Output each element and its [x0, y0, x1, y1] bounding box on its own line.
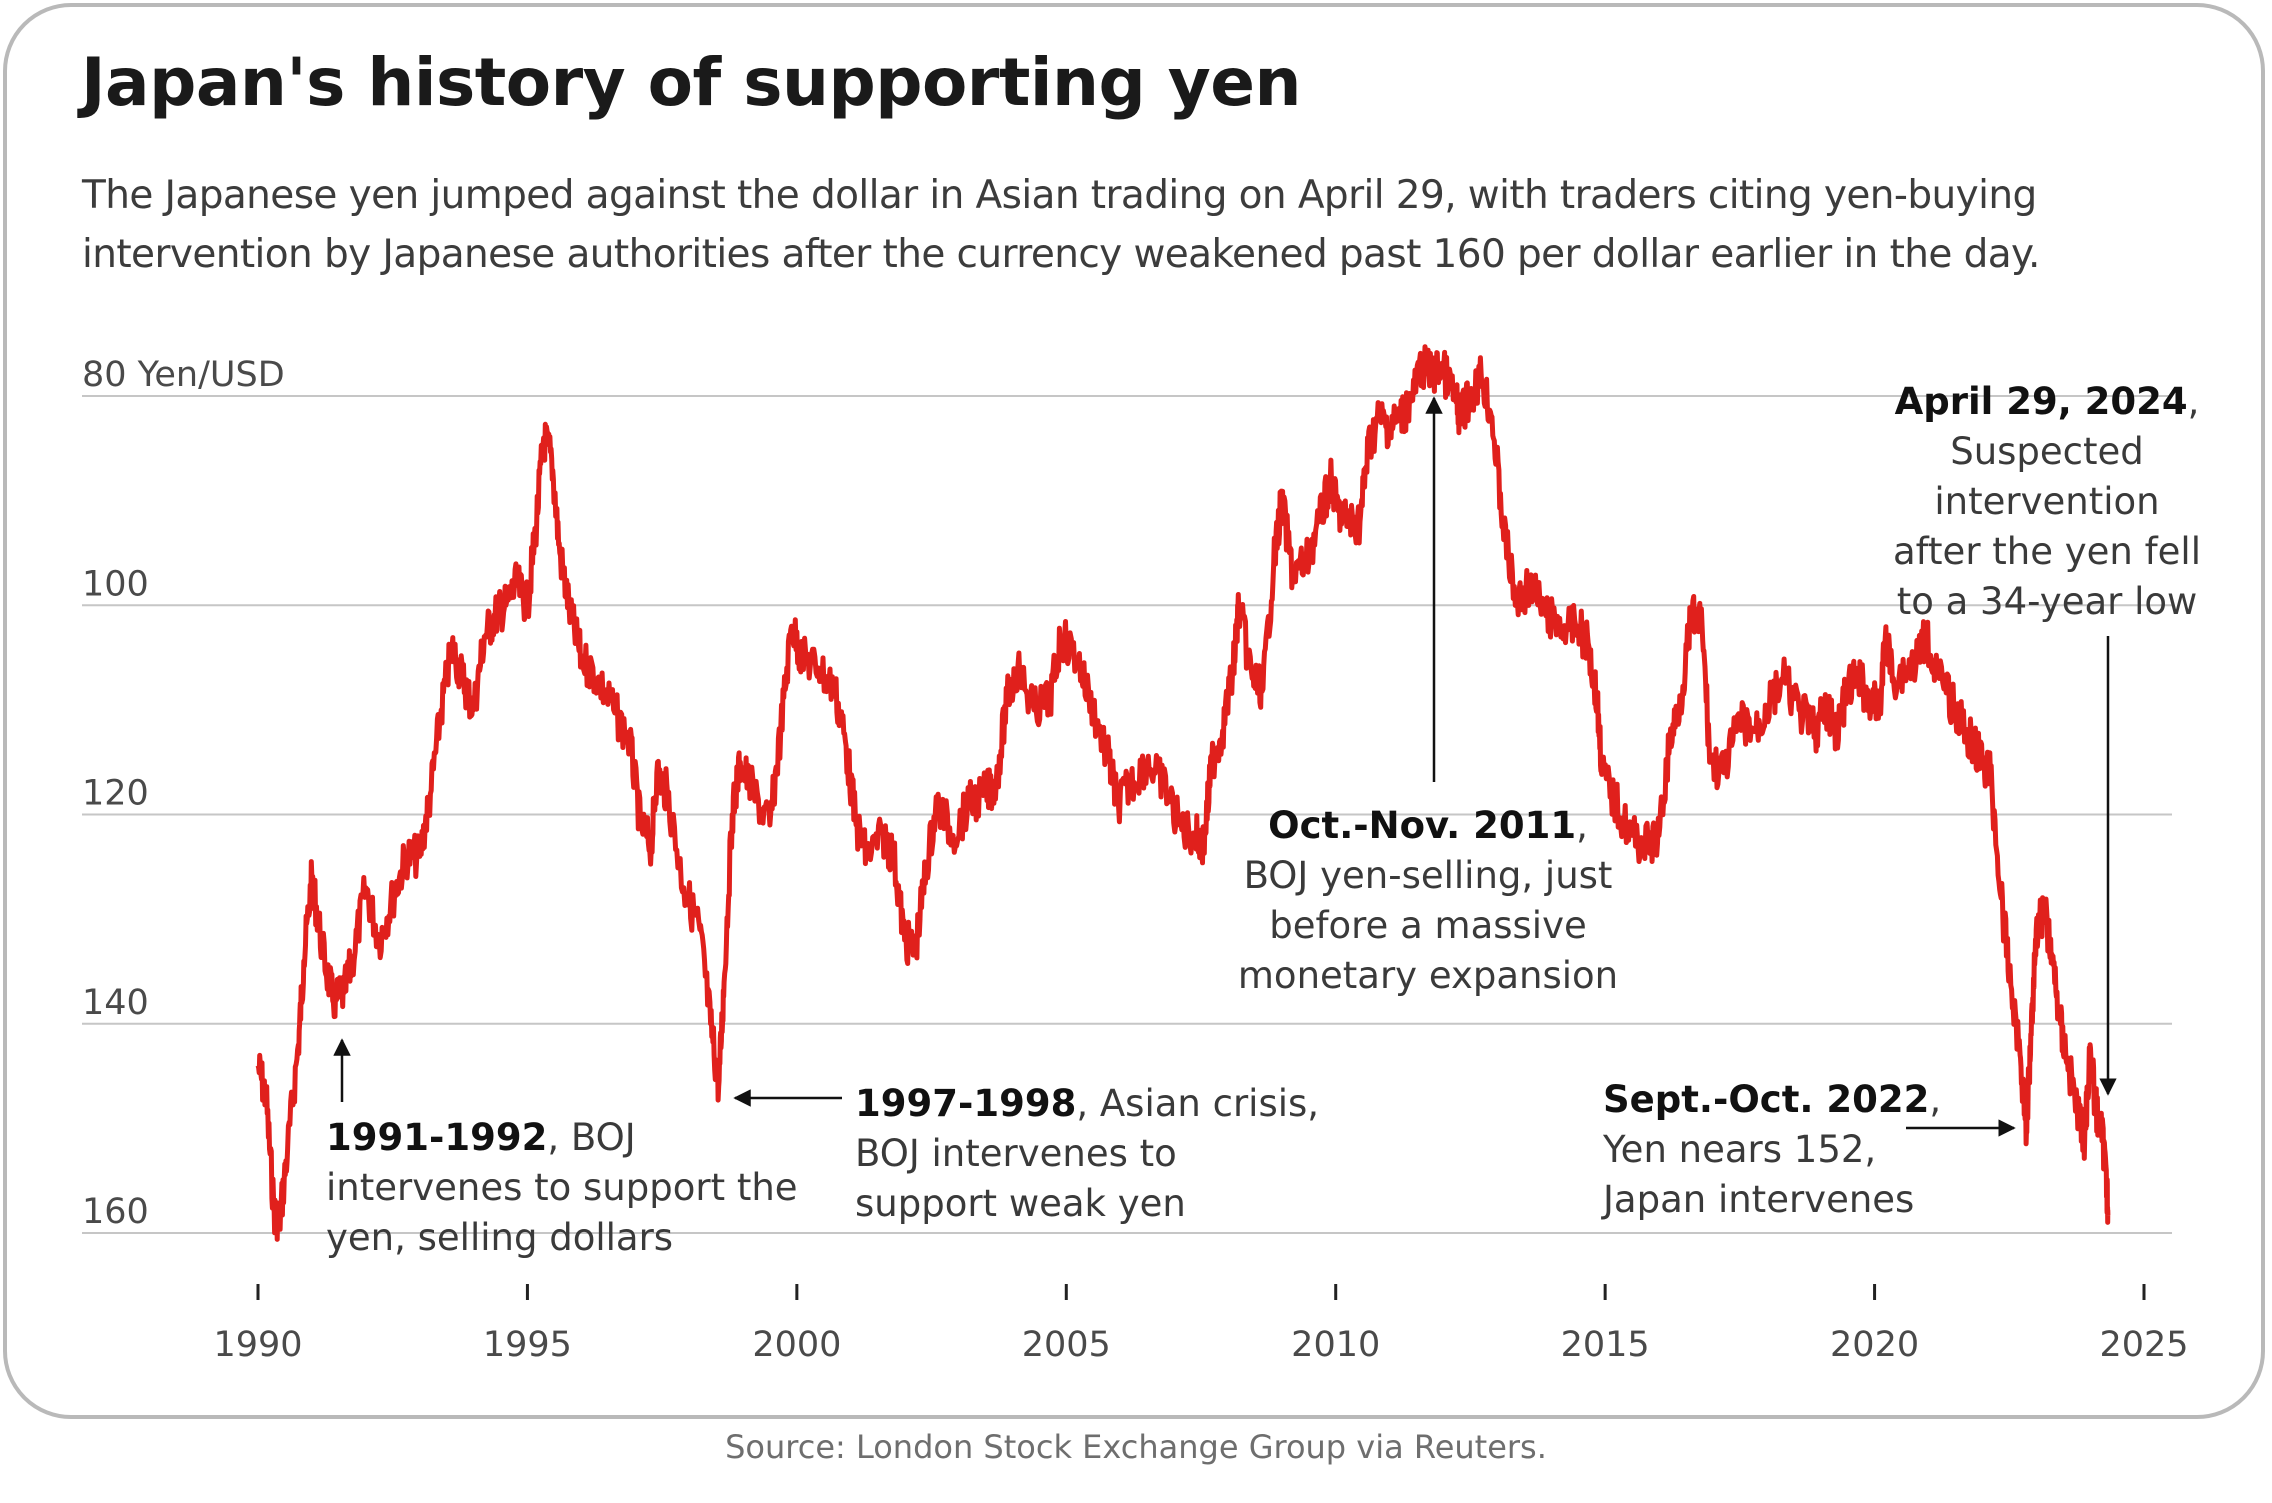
y-tick-label-160: 160: [82, 1192, 149, 1232]
y-tick-label-120: 120: [82, 774, 149, 814]
annotation-a2011-line-3: monetary expansion: [1238, 954, 1618, 997]
annotation-a1991-heading: 1991-1992: [326, 1116, 547, 1159]
annotation-a1991-heading-rest: , BOJ: [547, 1116, 635, 1159]
x-tick-label-2015: 2015: [1561, 1325, 1650, 1365]
annotation-a2024-line-3: after the yen fell: [1893, 530, 2201, 573]
annotation-a2024-line-1: Suspected: [1950, 430, 2144, 473]
annotation-a2024: April 29, 2024, Suspected intervention afte…: [1893, 380, 2201, 623]
y-tick-label-80: 80 Yen/USD: [82, 355, 285, 395]
x-axis: 1990 1995 2000 2005 2010 2015 2020 2025: [213, 1284, 2189, 1365]
annotation-a2024-heading-rest: ,: [2188, 380, 2200, 423]
annotation-a2011: Oct.-Nov. 2011, BOJ yen-selling, just befo…: [1238, 804, 1618, 997]
grid-lines: 80 Yen/USD 100 120 140 160: [82, 355, 2172, 1234]
series-line-yen-usd: [255, 344, 2111, 1242]
annotation-a1997: 1997-1998, Asian crisis, BOJ intervenes t…: [855, 1082, 1319, 1225]
annotation-a2011-line-1: BOJ yen-selling, just: [1244, 854, 1613, 897]
x-tick-label-1995: 1995: [483, 1325, 572, 1365]
y-tick-label-100: 100: [82, 564, 149, 604]
annotations: 1991-1992, BOJ intervenes to support the y…: [326, 380, 2201, 1259]
x-tick-label-2025: 2025: [2099, 1325, 2188, 1365]
annotation-a2024-line-4: to a 34-year low: [1897, 580, 2198, 623]
x-tick-label-2000: 2000: [752, 1325, 841, 1365]
x-tick-label-2010: 2010: [1291, 1325, 1380, 1365]
annotation-a1991-line-1: intervenes to support the: [326, 1166, 798, 1209]
annotation-a2011-heading-rest: ,: [1576, 804, 1588, 847]
annotation-a2024-line-2: intervention: [1934, 480, 2159, 523]
annotation-a1997-line-2: support weak yen: [855, 1182, 1186, 1225]
x-tick-label-2005: 2005: [1022, 1325, 1111, 1365]
x-tick-label-1990: 1990: [213, 1325, 302, 1365]
annotation-a2011-heading: Oct.-Nov. 2011: [1268, 804, 1576, 847]
y-tick-label-140: 140: [82, 983, 149, 1023]
annotation-a1991: 1991-1992, BOJ intervenes to support the y…: [326, 1116, 798, 1259]
chart-card: [3, 3, 2265, 1419]
source-note: Source: London Stock Exchange Group via …: [725, 1428, 1547, 1466]
annotation-a2022-heading-rest: ,: [1929, 1078, 1941, 1121]
annotation-a1991-line-2: yen, selling dollars: [326, 1216, 673, 1259]
annotation-a2022-heading: Sept.-Oct. 2022: [1603, 1078, 1929, 1121]
x-tick-label-2020: 2020: [1830, 1325, 1919, 1365]
annotation-a1997-line-1: BOJ intervenes to: [855, 1132, 1177, 1175]
annotation-a2022: Sept.-Oct. 2022, Yen nears 152, Japan inte…: [1601, 1078, 1941, 1221]
annotation-a1997-heading-rest: , Asian crisis,: [1076, 1082, 1319, 1125]
annotation-a2024-heading: April 29, 2024: [1895, 380, 2188, 423]
annotation-a2022-line-2: Japan intervenes: [1601, 1178, 1914, 1221]
annotation-a1997-heading: 1997-1998: [855, 1082, 1076, 1125]
annotation-a2022-line-1: Yen nears 152,: [1602, 1128, 1876, 1171]
annotation-a2011-line-2: before a massive: [1269, 904, 1586, 947]
chart-subtitle: The Japanese yen jumped against the doll…: [82, 173, 2040, 277]
series-layer: [255, 344, 2111, 1242]
chart-title: Japan's history of supporting yen: [81, 44, 1302, 121]
